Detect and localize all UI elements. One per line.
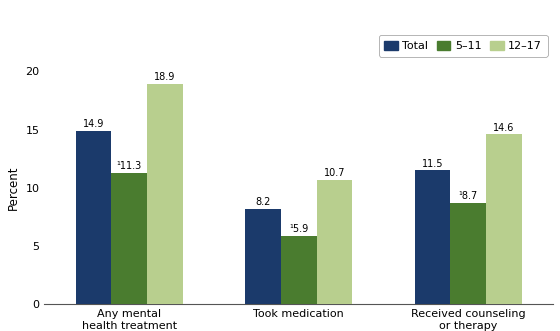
Bar <box>76 131 111 304</box>
Text: 8.2: 8.2 <box>255 197 271 207</box>
Text: 11.5: 11.5 <box>422 159 444 168</box>
Text: ¹11.3: ¹11.3 <box>116 161 142 171</box>
Bar <box>450 203 486 304</box>
Bar <box>111 173 147 304</box>
Text: 10.7: 10.7 <box>324 168 345 178</box>
Y-axis label: Percent: Percent <box>7 166 20 210</box>
Text: 14.9: 14.9 <box>83 119 104 129</box>
Text: ¹5.9: ¹5.9 <box>289 224 309 234</box>
Text: 18.9: 18.9 <box>154 72 175 82</box>
Bar <box>316 180 352 304</box>
Text: 14.6: 14.6 <box>493 122 515 132</box>
Bar <box>415 170 450 304</box>
Bar <box>147 84 183 304</box>
Text: ¹8.7: ¹8.7 <box>459 191 478 201</box>
Bar <box>245 209 281 304</box>
Legend: Total, 5–11, 12–17: Total, 5–11, 12–17 <box>379 35 548 57</box>
Bar <box>486 134 522 304</box>
Bar <box>281 236 316 304</box>
